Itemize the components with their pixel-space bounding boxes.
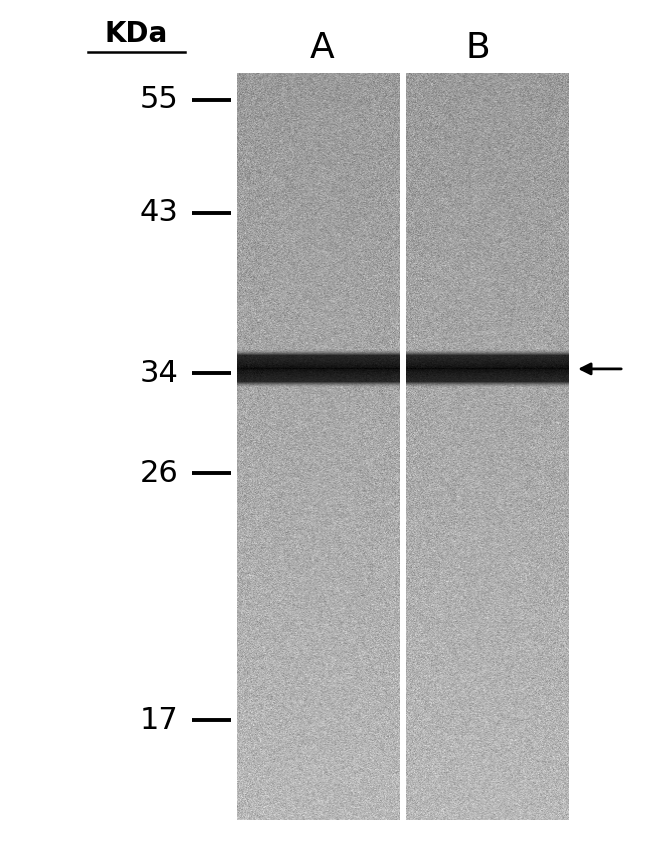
Text: 34: 34 bbox=[140, 358, 179, 388]
Text: KDa: KDa bbox=[105, 20, 168, 48]
Text: 26: 26 bbox=[140, 458, 179, 488]
Text: 55: 55 bbox=[140, 85, 179, 115]
Text: B: B bbox=[465, 30, 490, 65]
Text: A: A bbox=[309, 30, 334, 65]
Text: 43: 43 bbox=[140, 198, 179, 227]
Text: 17: 17 bbox=[140, 706, 179, 735]
